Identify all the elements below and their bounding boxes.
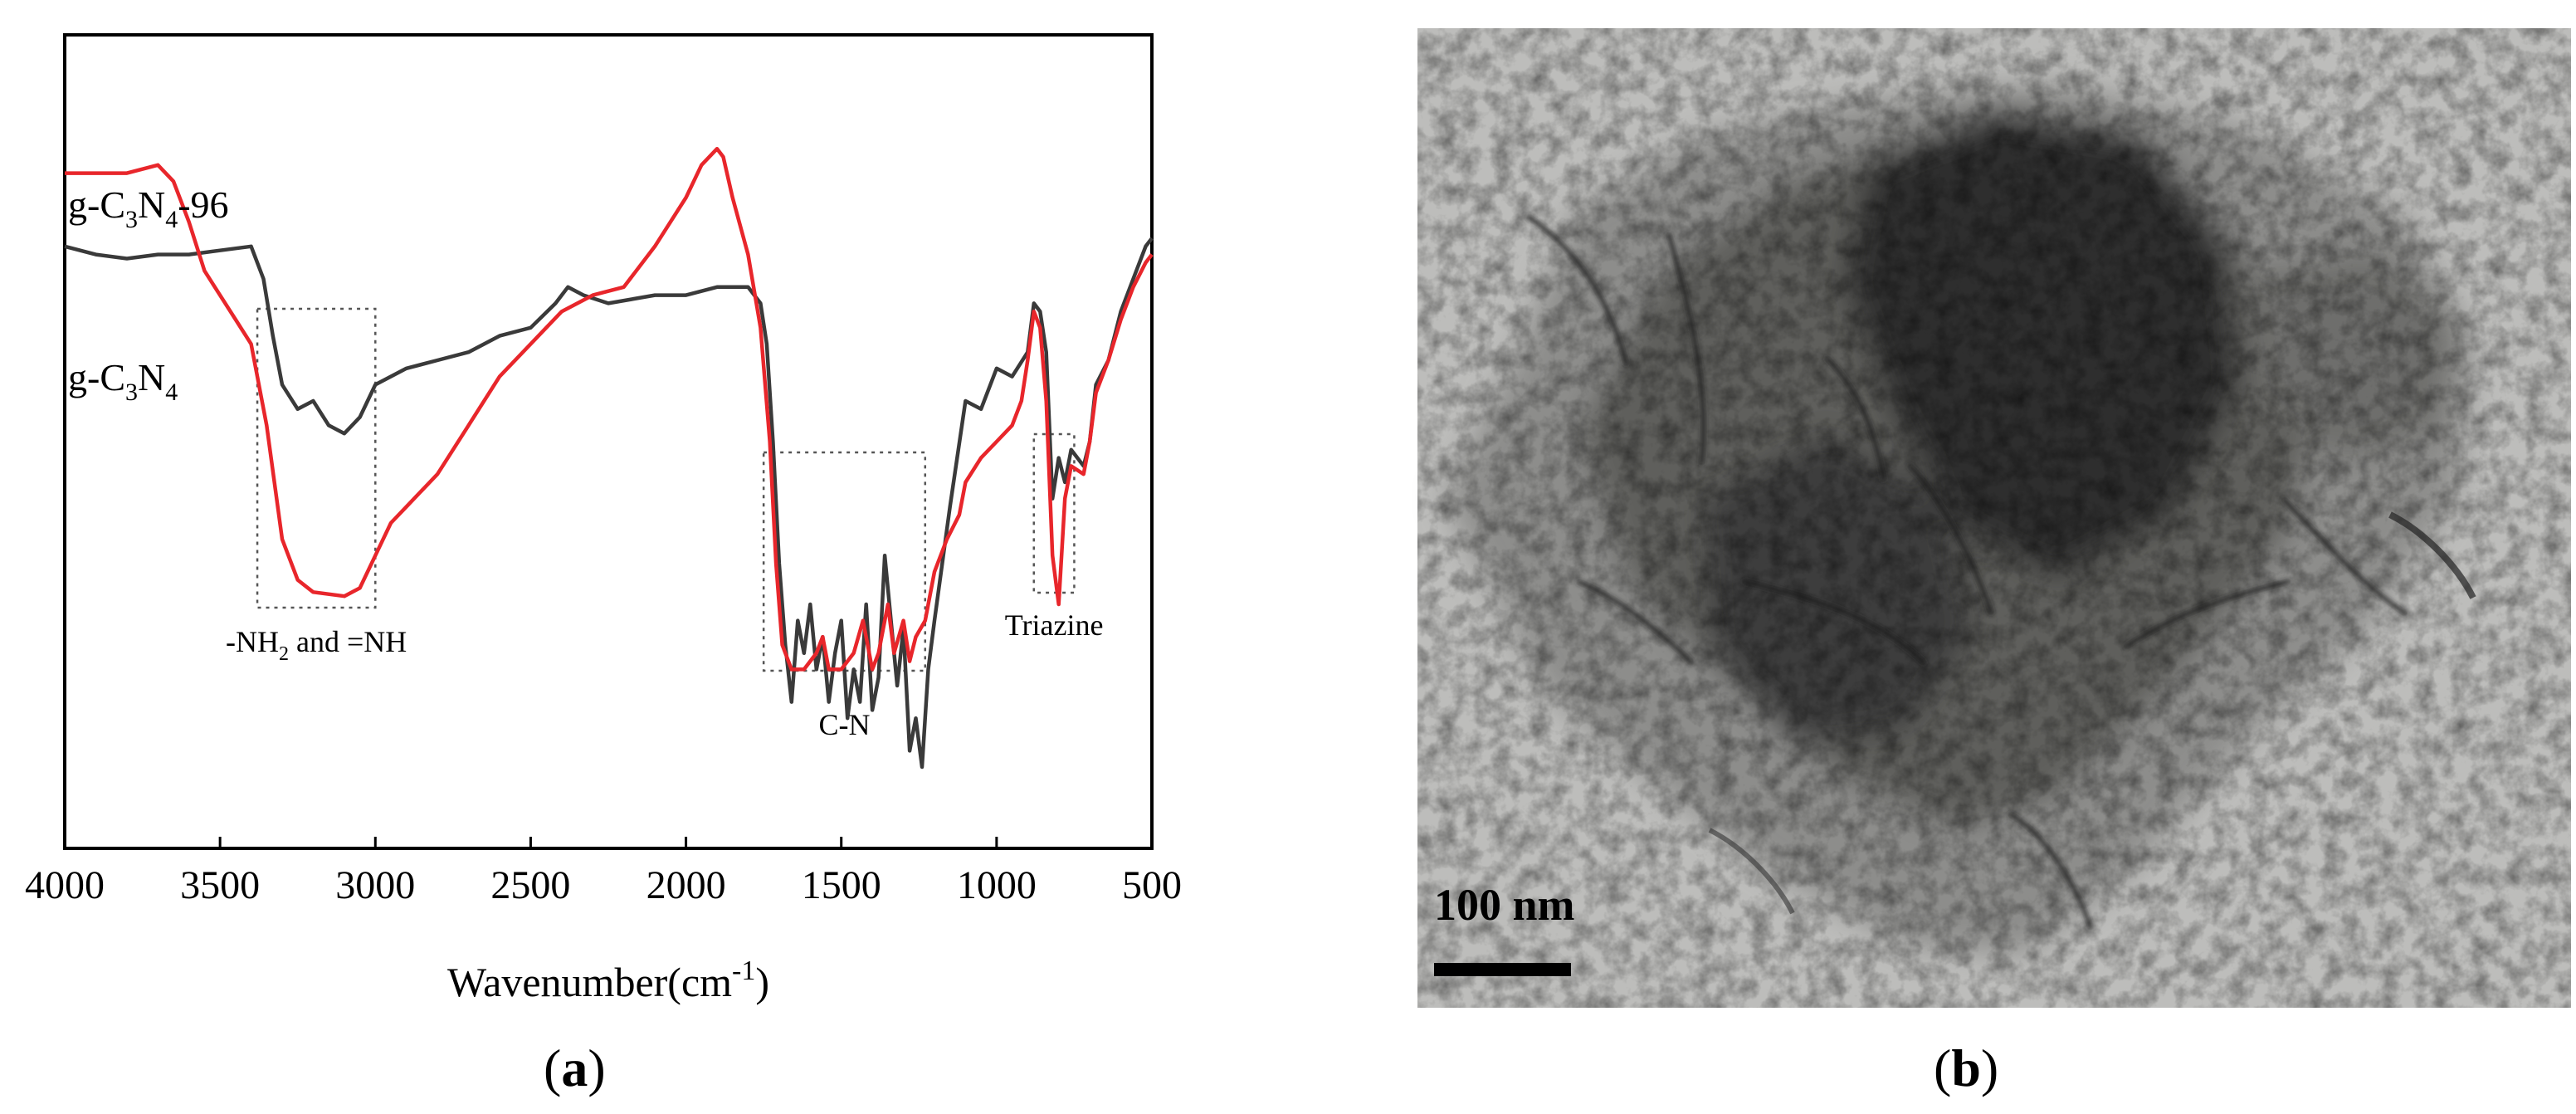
series-label: g-C3N4 xyxy=(68,356,178,406)
annotation-box xyxy=(256,307,377,609)
series-label: g-C3N4-96 xyxy=(68,183,229,233)
annotation-label: C-N xyxy=(818,708,870,741)
panel-label-b: (b) xyxy=(1934,1038,1999,1097)
x-tick-label: 1500 xyxy=(802,863,881,907)
plot-frame xyxy=(63,33,1154,850)
x-axis-tick-labels: 4000 3500 3000 2500 2000 1500 1000 500 xyxy=(25,863,1182,907)
scale-bar xyxy=(1434,963,1571,976)
annotation-box xyxy=(762,451,927,672)
x-tick-label: 4000 xyxy=(25,863,105,907)
series-lines xyxy=(64,146,1154,770)
annotation-label: -NH2 and =NH xyxy=(226,625,407,665)
x-axis-label: Wavenumber(cm-1) xyxy=(447,955,769,1005)
x-tick-label: 500 xyxy=(1122,863,1182,907)
scale-bar-label: 100 nm xyxy=(1434,880,1575,930)
series-line xyxy=(64,237,1154,770)
tem-micrograph xyxy=(1417,28,2571,1008)
x-tick-label: 1000 xyxy=(957,863,1037,907)
series-labels: g-C3N4 g-C3N4-96 xyxy=(68,183,229,406)
series-line xyxy=(65,146,1154,672)
x-tick-label: 2000 xyxy=(646,863,726,907)
x-tick-label: 3000 xyxy=(335,863,415,907)
annotation-box xyxy=(1032,432,1076,594)
annotation-labels: -NH2 and =NH C-N Triazine xyxy=(226,608,1103,741)
x-tick-label: 2500 xyxy=(490,863,570,907)
annotation-boxes xyxy=(256,307,1076,672)
x-tick-label: 3500 xyxy=(180,863,260,907)
tem-panel: 100 nm xyxy=(1417,28,2571,1008)
annotation-label: Triazine xyxy=(1005,608,1104,642)
ftir-chart: 4000 3500 3000 2500 2000 1500 1000 500 g-C3N4g-… xyxy=(25,33,1182,1005)
panel-label-a: (a) xyxy=(544,1038,606,1097)
x-axis-ticks xyxy=(63,837,1154,848)
